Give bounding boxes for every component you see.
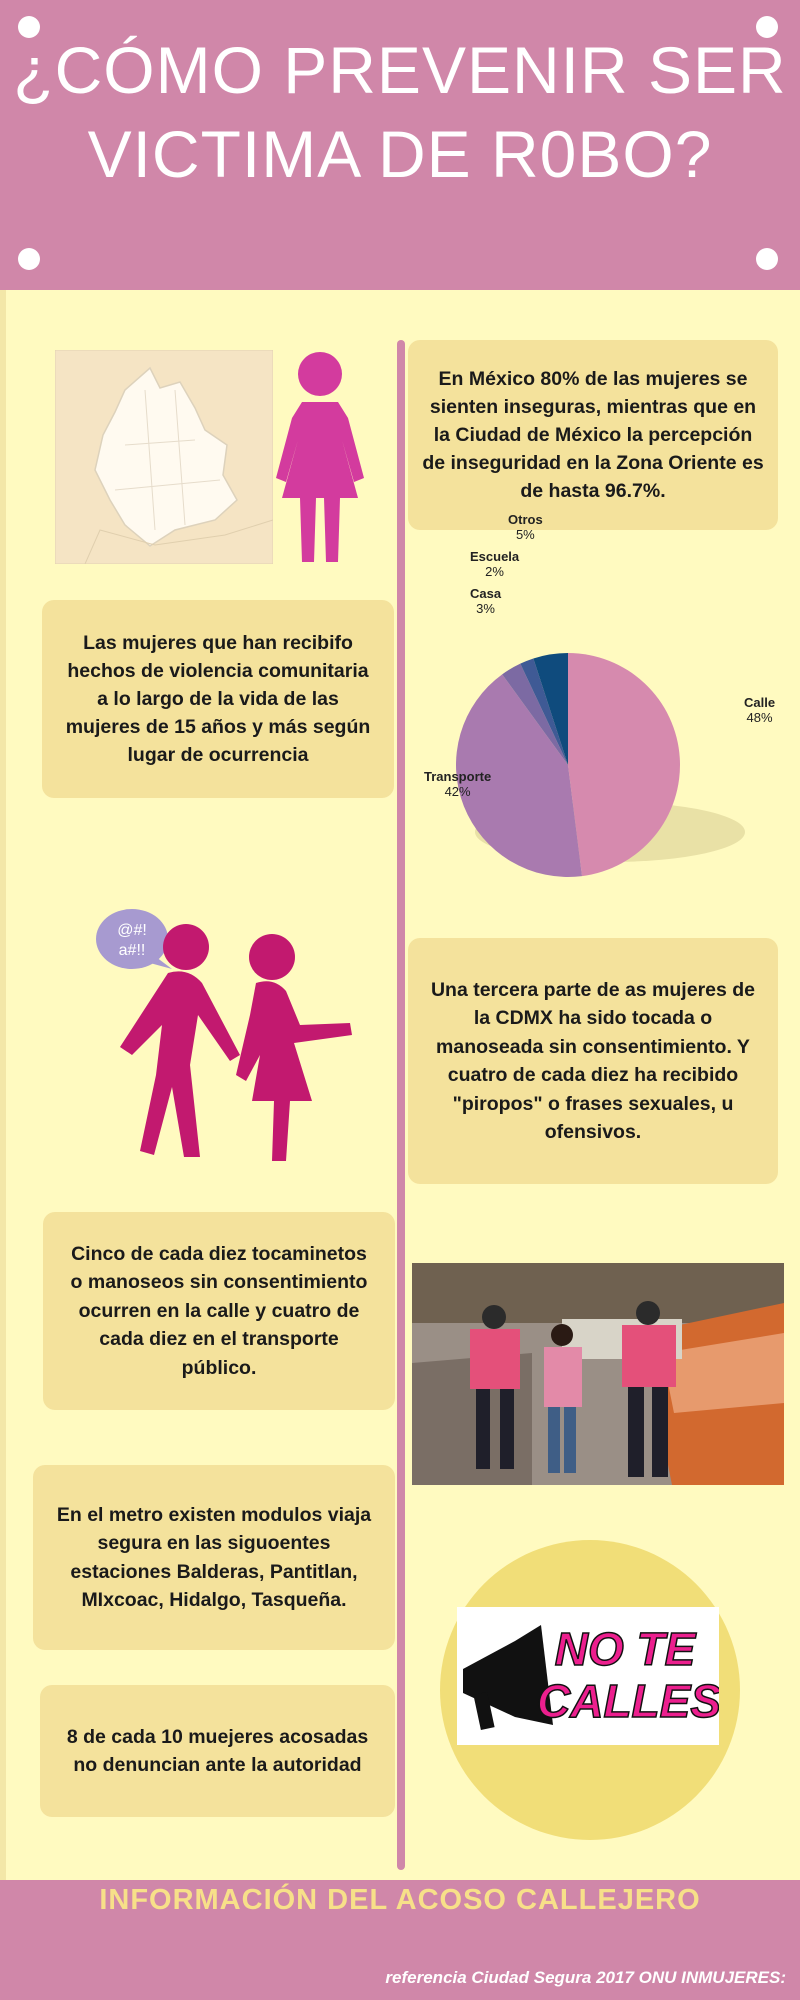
touched-stat-text: Una tercera parte de as mujeres de la CD…: [430, 978, 756, 1144]
man-figure: [120, 924, 240, 1157]
pie-slice-escuela: [520, 658, 568, 765]
police-officer-left: [470, 1305, 520, 1469]
five-of-ten-text: Cinco de cada diez tocaminetos o manoseo…: [70, 1242, 368, 1379]
page-title: ¿CÓMO PREVENIR SER VICTIMA DE R0BO?: [0, 28, 800, 196]
header-banner: [0, 0, 800, 290]
decorative-dot: [756, 16, 778, 38]
speech-bubble-line-2: a#!!: [119, 942, 146, 959]
eight-of-ten-card: 8 de cada 10 muejeres acosadas no denunc…: [40, 1685, 395, 1817]
woman-figure: [236, 934, 352, 1161]
footer-title: INFORMACIÓN DEL ACOSO CALLEJERO: [99, 1884, 701, 1916]
pie-slice-casa: [502, 663, 568, 765]
pie-label-escuela: Escuela 2%: [470, 549, 519, 579]
stat-card-mexico: En México 80% de las mujeres se sienten …: [408, 340, 778, 530]
speech-bubble: [96, 909, 168, 969]
violence-place-text: Las mujeres que han recibifo hechos de v…: [65, 632, 371, 766]
center-divider-line: [397, 340, 405, 1870]
eight-of-ten-text: 8 de cada 10 muejeres acosadas no denunc…: [66, 1725, 369, 1777]
violence-place-card: Las mujeres que han recibifo hechos de v…: [42, 600, 394, 798]
footer-reference: referencia Ciudad Segura 2017 ONU INMUJE…: [385, 1968, 786, 1987]
speech-bubble-line-1: @#!: [117, 922, 147, 939]
title-line-1: ¿CÓMO PREVENIR SER: [13, 33, 787, 107]
pie-label-casa-value: 3%: [476, 601, 495, 616]
pie-label-calle: Calle 48%: [744, 695, 775, 725]
decorative-dot: [18, 16, 40, 38]
footer-banner: [0, 1880, 800, 2000]
street-harassment-illustration: @#! a#!!: [96, 909, 352, 1161]
pie-slice-transporte: [456, 674, 583, 877]
pie-label-calle-value: 48%: [746, 710, 773, 725]
pie-label-transporte-value: 42%: [444, 784, 471, 799]
megaphone-icon: [463, 1625, 553, 1731]
pie-label-transporte: Transporte 42%: [424, 769, 491, 799]
stat-card-mexico-text: En México 80% de las mujeres se sienten …: [422, 368, 764, 502]
pie-label-escuela-name: Escuela: [470, 549, 520, 564]
touched-stat-card: Una tercera parte de as mujeres de la CD…: [408, 938, 778, 1184]
pie-label-casa: Casa 3%: [470, 586, 501, 616]
woman-walking: [544, 1324, 582, 1473]
pie-label-calle-name: Calle: [744, 695, 776, 710]
decorative-dot: [756, 248, 778, 270]
violence-place-pie-chart: [456, 653, 745, 877]
pie-label-casa-name: Casa: [470, 586, 502, 601]
pie-slice-otros: [533, 653, 568, 765]
pie-label-otros: Otros 5%: [508, 512, 543, 542]
pie-label-transporte-name: Transporte: [424, 769, 492, 784]
pie-slice-calle: [568, 653, 681, 877]
metro-modules-text: En el metro existen modulos viaja segura…: [56, 1503, 372, 1612]
cdmx-map-image: [55, 350, 273, 564]
title-line-2: VICTIMA DE R0BO?: [87, 117, 713, 191]
pie-label-otros-value: 5%: [515, 527, 535, 542]
woman-icon: [276, 352, 364, 562]
police-officer-right: [622, 1301, 676, 1477]
left-edge-strip: [0, 290, 6, 1880]
pie-label-otros-name: Otros: [508, 512, 543, 527]
metro-station-photo: [412, 1263, 784, 1485]
five-of-ten-card: Cinco de cada diez tocaminetos o manoseo…: [43, 1212, 395, 1410]
metro-modules-card: En el metro existen modulos viaja segura…: [33, 1465, 395, 1650]
pie-label-escuela-value: 2%: [485, 564, 504, 579]
logo-line-1: NO TE: [555, 1623, 697, 1675]
no-te-calles-logo: NO TE CALLES: [457, 1607, 722, 1745]
logo-line-2: CALLES: [537, 1675, 719, 1727]
decorative-dot: [18, 248, 40, 270]
